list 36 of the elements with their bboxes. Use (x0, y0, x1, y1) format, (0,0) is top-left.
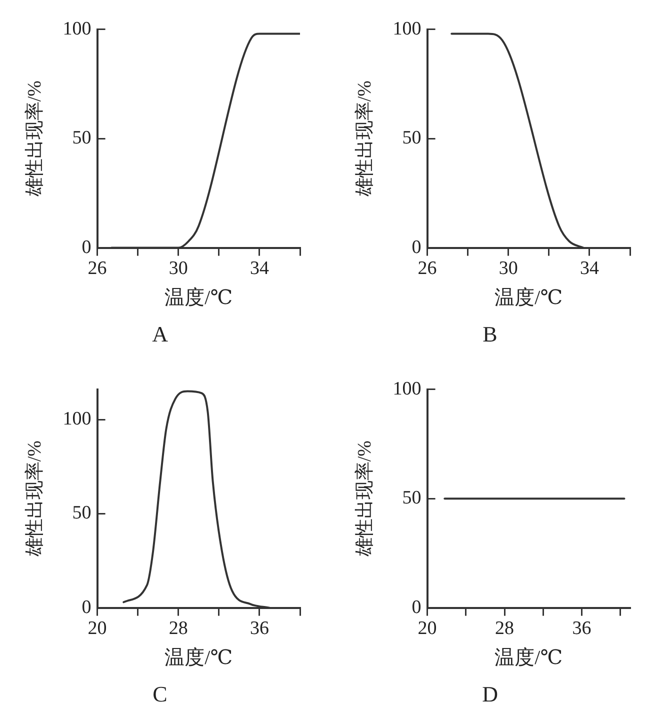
x-axis-title: 温度/℃ (494, 646, 563, 669)
y-tick-label: 50 (72, 502, 92, 524)
y-tick-label: 0 (82, 236, 92, 258)
x-tick-label: 36 (250, 618, 269, 640)
y-tick-label: 100 (62, 408, 92, 430)
x-axis-title: 温度/℃ (164, 286, 233, 309)
y-tick-label: 0 (412, 596, 422, 618)
y-tick-label: 100 (392, 18, 422, 40)
y-axis-title: 雄性出现率/% (353, 440, 376, 558)
x-tick-label: 28 (495, 618, 514, 640)
x-tick-label: 34 (580, 258, 600, 280)
x-tick-label: 26 (88, 258, 107, 280)
y-axis-title: 雄性出现率/% (23, 80, 46, 198)
x-tick-label: 20 (418, 618, 437, 640)
x-tick-label: 34 (250, 258, 270, 280)
y-axis-title: 雄性出现率/% (23, 440, 46, 558)
y-axis-title: 雄性出现率/% (353, 80, 376, 198)
x-tick-label: 20 (88, 618, 107, 640)
y-tick-label: 50 (402, 128, 422, 149)
text: D (482, 682, 498, 707)
y-tick-label: 100 (392, 378, 422, 400)
text: B (482, 322, 498, 347)
y-tick-label: 0 (412, 236, 422, 258)
y-tick-label: 50 (402, 488, 422, 509)
x-tick-label: 26 (418, 258, 437, 280)
x-axis-title: 温度/℃ (494, 286, 563, 309)
x-tick-label: 28 (168, 618, 188, 640)
y-tick-label: 0 (82, 596, 92, 618)
x-axis-title: 温度/℃ (164, 646, 233, 669)
x-tick-label: 30 (168, 258, 188, 280)
y-tick-label: 100 (62, 18, 92, 40)
y-tick-label: 50 (72, 128, 92, 149)
text: A (152, 322, 168, 347)
text: C (152, 682, 168, 707)
x-tick-label: 36 (572, 618, 592, 640)
x-tick-label: 30 (498, 258, 518, 280)
